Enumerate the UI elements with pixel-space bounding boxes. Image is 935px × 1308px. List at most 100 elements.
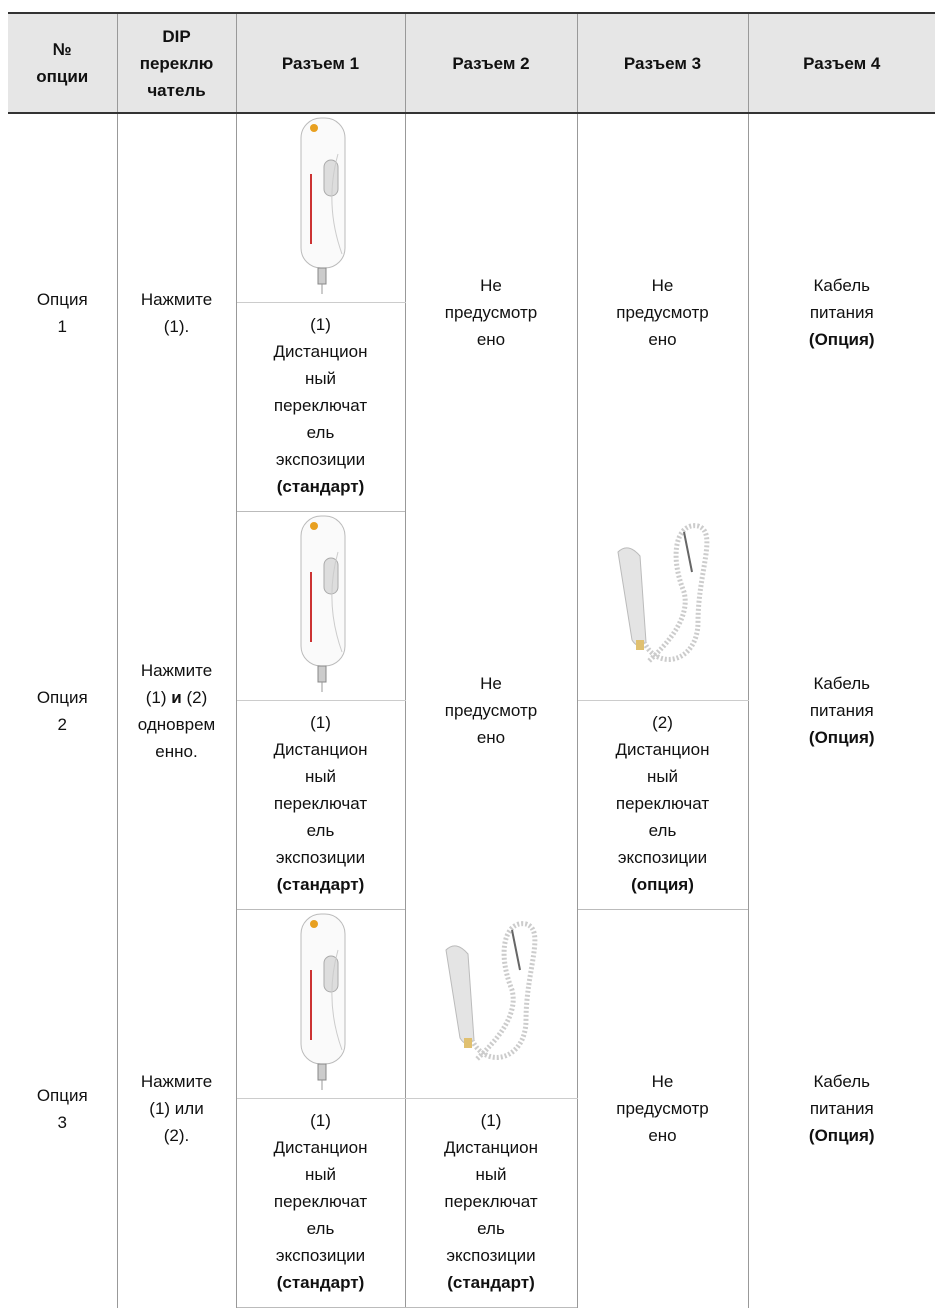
header-text: № опции xyxy=(32,36,92,90)
caption-text: (1) Дистанционный переключатель экспозиц… xyxy=(271,1107,371,1296)
header-cell: № опции xyxy=(8,12,118,114)
connector-note: (Опция) xyxy=(808,1126,875,1145)
connector-cell: Кабель питания (Опция) xyxy=(747,511,935,910)
dip-cell: Нажмите (1) и (2) одновременно. xyxy=(116,511,237,910)
header-cell: Разъем 2 xyxy=(404,12,578,114)
caption-note: (опция) xyxy=(631,875,694,894)
connector-text: Не предусмотрено xyxy=(441,670,541,751)
caption-row: (1) Дистанционный переключатель экспозиц… xyxy=(8,700,935,910)
coil-image xyxy=(616,523,709,664)
connector-cell: Кабель питания (Опция) xyxy=(747,113,935,512)
connector-cell: Не предусмотрено xyxy=(576,113,749,512)
caption-text: (1) Дистанционный переключатель экспозиц… xyxy=(441,1107,541,1296)
option-text: Опция 2 xyxy=(32,684,92,738)
header-label: Разъем 4 xyxy=(803,53,881,73)
dip-segment: Нажмите (1). xyxy=(140,289,213,336)
header-text: Разъем 1 xyxy=(271,50,371,77)
dip-segment: и xyxy=(171,687,182,707)
connector-text: Не предусмотрено xyxy=(613,272,713,353)
connector-text: Кабель питания (Опция) xyxy=(792,1068,892,1149)
caption-text: (1) Дистанционный переключатель экспозиц… xyxy=(271,311,371,500)
caption-text: (1) Дистанционный переключатель экспозиц… xyxy=(271,709,371,898)
device-caption-cell: (2) Дистанционный переключатель экспозиц… xyxy=(576,700,748,910)
connector-label: Не предусмотрено xyxy=(616,1072,709,1146)
connector-text: Кабель питания (Опция) xyxy=(792,272,892,353)
option-cell: Опция 1 xyxy=(8,113,118,512)
caption-note: (стандарт) xyxy=(276,875,365,894)
connector-label: Не предусмотрено xyxy=(444,276,538,350)
header-label: Разъем 3 xyxy=(623,53,702,73)
device-image-cell xyxy=(235,113,406,303)
option-row: Опция 2 Нажмите (1) и (2) одновременно. Не… xyxy=(8,511,935,910)
dip-segment: Нажмите (1) или (2). xyxy=(140,1072,213,1145)
option-cell: Опция 2 xyxy=(8,511,118,910)
caption: (1) Дистанционный переключатель экспозиц… xyxy=(273,713,368,867)
caption-text: (2) Дистанционный переключатель экспозиц… xyxy=(613,709,713,898)
connector-cell: Кабель питания (Опция) xyxy=(747,909,935,1308)
option-label: Опция 2 xyxy=(36,687,88,734)
device-caption-cell: (1) Дистанционный переключатель экспозиц… xyxy=(236,302,405,512)
connector-note: (Опция) xyxy=(808,728,875,747)
header-label: Разъем 2 xyxy=(452,53,530,73)
device-image-cell xyxy=(235,511,406,701)
caption: (1) Дистанционный переключатель экспозиц… xyxy=(273,1111,368,1265)
connector-label: Кабель питания xyxy=(809,674,874,720)
caption-row: (1) Дистанционный переключатель экспозиц… xyxy=(8,302,935,512)
remote-image xyxy=(300,515,345,692)
caption: (2) Дистанционный переключатель экспозиц… xyxy=(615,713,710,867)
device-image-cell xyxy=(404,909,578,1099)
table-body: Опция 1 Нажмите (1). Не предусмотрено Не пр… xyxy=(8,113,935,1308)
dip-text: Нажмите (1) или (2). xyxy=(136,1068,218,1149)
connector-label: Не предусмотрено xyxy=(616,276,709,350)
option-text: Опция 1 xyxy=(32,286,92,340)
connector-text: Не предусмотрено xyxy=(441,272,541,353)
remote-image xyxy=(300,913,345,1090)
dip-segment: Нажмите (1) xyxy=(140,660,213,707)
connector-text: Кабель питания (Опция) xyxy=(792,670,892,751)
option-cell: Опция 3 xyxy=(8,909,118,1308)
device-caption-cell: (1) Дистанционный переключатель экспозиц… xyxy=(236,1098,406,1308)
caption: (1) Дистанционный переключатель экспозиц… xyxy=(443,1111,539,1265)
device-caption-cell: (1) Дистанционный переключатель экспозиц… xyxy=(404,1098,577,1308)
option-row: Опция 1 Нажмите (1). Не предусмотрено Не пр… xyxy=(8,113,935,512)
caption-note: (стандарт) xyxy=(276,477,365,496)
header-text: DIP переключатель xyxy=(136,23,218,104)
dip-cell: Нажмите (1) или (2). xyxy=(116,909,237,1308)
caption-row: (1) Дистанционный переключатель экспозиц… xyxy=(8,1098,935,1308)
header-text: Разъем 3 xyxy=(613,50,713,77)
device-caption-cell: (1) Дистанционный переключатель экспозиц… xyxy=(236,700,406,910)
device-image-cell xyxy=(576,511,749,701)
coil-image xyxy=(445,921,538,1062)
dip-cell: Нажмите (1). xyxy=(116,113,237,512)
remote-image xyxy=(300,117,345,294)
caption: (1) Дистанционный переключатель экспозиц… xyxy=(273,315,368,469)
options-table: № опции DIP переключатель Разъем 1 Разъем 2… xyxy=(8,12,935,1308)
device-image-cell xyxy=(235,909,406,1099)
header-cell: DIP переключатель xyxy=(116,12,237,114)
connector-cell: Не предусмотрено xyxy=(404,113,578,512)
caption-note: (стандарт) xyxy=(276,1273,365,1292)
header-text: Разъем 2 xyxy=(441,50,541,77)
connector-cell: Не предусмотрено xyxy=(404,511,578,910)
connector-note: (Опция) xyxy=(808,330,875,350)
header-cell: Разъем 4 xyxy=(747,12,935,114)
caption-note: (стандарт) xyxy=(447,1273,535,1292)
option-label: Опция 1 xyxy=(36,289,88,336)
option-row: Опция 3 Нажмите (1) или (2). Не предусмотр… xyxy=(8,909,935,1308)
dip-text: Нажмите (1) и (2) одновременно. xyxy=(136,657,218,765)
option-label: Опция 3 xyxy=(36,1085,88,1132)
header-label: Разъем 1 xyxy=(281,53,360,73)
dip-segment: (2) одновременно. xyxy=(137,687,216,761)
connector-label: Не предусмотрено xyxy=(444,674,538,747)
connector-cell: Не предусмотрено xyxy=(576,909,749,1308)
connector-text: Не предусмотрено xyxy=(613,1068,713,1149)
connector-label: Кабель питания xyxy=(809,1072,874,1118)
dip-text: Нажмите (1). xyxy=(136,286,218,340)
header-cell: Разъем 1 xyxy=(235,12,406,114)
header-label: DIP переключатель xyxy=(139,26,214,100)
header-text: Разъем 4 xyxy=(792,50,892,77)
connector-label: Кабель питания xyxy=(809,276,874,323)
header-row: № опции DIP переключатель Разъем 1 Разъем 2… xyxy=(8,12,935,114)
header-label: № опции xyxy=(36,40,89,86)
